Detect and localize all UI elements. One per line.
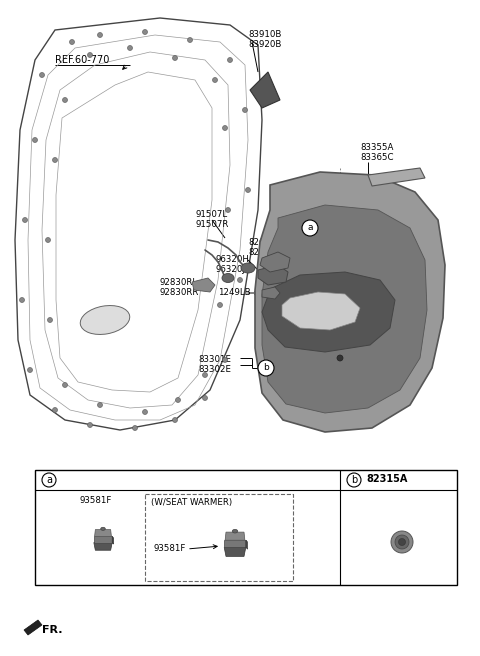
Circle shape — [132, 426, 137, 430]
Polygon shape — [225, 532, 245, 540]
Polygon shape — [282, 292, 360, 330]
Circle shape — [172, 417, 178, 422]
Ellipse shape — [101, 527, 105, 530]
Polygon shape — [262, 287, 280, 299]
Text: (W/SEAT WARMER): (W/SEAT WARMER) — [151, 498, 232, 507]
Circle shape — [87, 52, 93, 58]
Circle shape — [62, 98, 68, 102]
Circle shape — [176, 398, 180, 403]
Circle shape — [62, 382, 68, 388]
Ellipse shape — [232, 529, 238, 533]
Polygon shape — [24, 620, 42, 635]
Polygon shape — [192, 278, 215, 292]
Circle shape — [188, 37, 192, 43]
Circle shape — [226, 207, 230, 213]
Text: b: b — [263, 363, 269, 373]
Text: a: a — [46, 475, 52, 485]
Circle shape — [97, 33, 103, 37]
Circle shape — [42, 473, 56, 487]
Circle shape — [398, 539, 406, 546]
Polygon shape — [224, 540, 246, 547]
Circle shape — [48, 318, 52, 323]
Text: 93581F: 93581F — [153, 544, 185, 553]
Text: 83910B
83920B: 83910B 83920B — [248, 30, 281, 49]
Circle shape — [223, 125, 228, 131]
Circle shape — [213, 77, 217, 83]
Text: 91507L
91507R: 91507L 91507R — [195, 210, 228, 230]
Circle shape — [39, 73, 45, 77]
Polygon shape — [250, 72, 280, 108]
Circle shape — [87, 422, 93, 428]
Circle shape — [172, 56, 178, 60]
Polygon shape — [255, 172, 445, 432]
Text: 83355A
83365C: 83355A 83365C — [360, 142, 394, 162]
Polygon shape — [262, 205, 427, 413]
Circle shape — [46, 237, 50, 243]
Circle shape — [347, 473, 361, 487]
Circle shape — [238, 277, 242, 283]
Text: 1249LB: 1249LB — [218, 288, 251, 297]
Text: 96320H
96320J: 96320H 96320J — [215, 255, 249, 274]
Ellipse shape — [222, 274, 234, 283]
Text: a: a — [307, 224, 313, 232]
Circle shape — [258, 360, 274, 376]
Polygon shape — [368, 168, 425, 186]
Text: 93581F: 93581F — [79, 496, 111, 505]
Circle shape — [27, 367, 33, 373]
Polygon shape — [260, 252, 290, 272]
Text: 92830RL
92830RR: 92830RL 92830RR — [160, 278, 199, 297]
Polygon shape — [15, 18, 262, 430]
Circle shape — [223, 358, 228, 363]
Text: REF.60-770: REF.60-770 — [55, 55, 109, 65]
Text: 82315A: 82315A — [366, 474, 408, 484]
Circle shape — [52, 157, 58, 163]
Polygon shape — [262, 272, 395, 352]
Circle shape — [203, 396, 207, 401]
Circle shape — [52, 407, 58, 413]
Text: b: b — [351, 475, 357, 485]
Polygon shape — [112, 537, 114, 544]
Circle shape — [128, 45, 132, 51]
Circle shape — [391, 531, 413, 553]
Circle shape — [143, 409, 147, 415]
Text: 83301E
83302E: 83301E 83302E — [198, 355, 231, 375]
Circle shape — [97, 403, 103, 407]
Circle shape — [217, 302, 223, 308]
Bar — [145, 494, 293, 581]
Circle shape — [203, 373, 207, 377]
Polygon shape — [246, 540, 248, 549]
Text: 82610
82620: 82610 82620 — [248, 238, 276, 257]
Circle shape — [302, 220, 318, 236]
Circle shape — [245, 188, 251, 192]
Text: FR.: FR. — [42, 625, 62, 635]
Circle shape — [20, 298, 24, 302]
Polygon shape — [94, 543, 112, 550]
Polygon shape — [95, 529, 111, 537]
Ellipse shape — [80, 306, 130, 335]
Polygon shape — [258, 265, 288, 285]
Circle shape — [337, 355, 343, 361]
Circle shape — [33, 138, 37, 142]
Circle shape — [23, 218, 27, 222]
Circle shape — [143, 30, 147, 35]
Text: 1249GE: 1249GE — [382, 173, 416, 182]
Polygon shape — [94, 537, 112, 543]
Circle shape — [242, 108, 248, 112]
Bar — [35, 470, 457, 585]
Circle shape — [395, 535, 409, 549]
Ellipse shape — [241, 263, 255, 273]
Circle shape — [70, 39, 74, 45]
Polygon shape — [224, 547, 246, 556]
Circle shape — [228, 58, 232, 62]
